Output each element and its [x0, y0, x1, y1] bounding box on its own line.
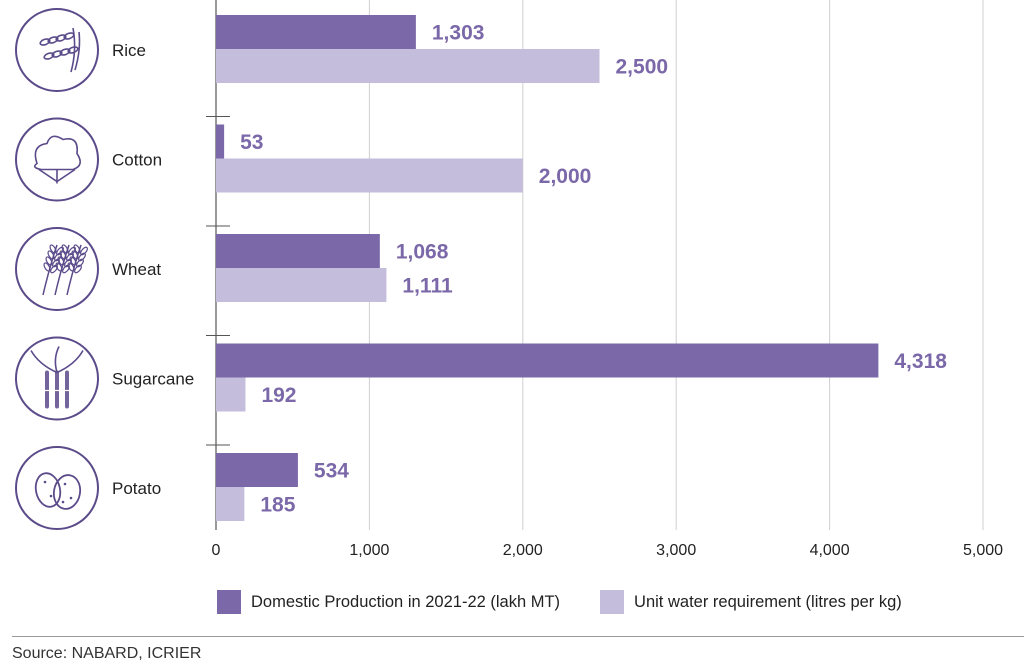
eye-shape: [63, 482, 67, 486]
grain-shape: [67, 262, 75, 272]
bar-production: [216, 453, 298, 487]
icon-circle: [15, 8, 99, 92]
x-tick-label: 5,000: [963, 542, 1003, 559]
wheat-icon: [15, 227, 99, 311]
value-label-water: 2,000: [539, 165, 592, 188]
category-label: Rice: [112, 41, 146, 60]
grain-shape: [73, 244, 81, 254]
category-label: Sugarcane: [112, 370, 194, 389]
grain-shape: [71, 250, 79, 260]
x-tick-label: 2,000: [503, 542, 543, 559]
grain-shape: [56, 246, 64, 256]
grain-shape: [69, 256, 77, 266]
grain-shape: [43, 262, 51, 272]
grain-shape: [59, 48, 71, 56]
value-label-production: 534: [314, 460, 349, 483]
value-label-water: 192: [261, 384, 296, 407]
grain-shape: [57, 256, 65, 266]
x-tick-label: 0: [212, 542, 221, 559]
grain-shape: [55, 262, 63, 272]
bar-production: [216, 234, 380, 268]
eye-shape: [69, 496, 73, 500]
category-cotton: Cotton: [15, 117, 162, 202]
potato-shape: [34, 472, 62, 508]
value-label-production: 4,318: [894, 350, 947, 373]
cotton-icon: [15, 117, 99, 202]
grain-shape: [55, 34, 67, 42]
category-potato: Potato: [15, 446, 161, 530]
bar-water: [216, 158, 523, 193]
bar-production: [216, 15, 416, 49]
grain-shape: [59, 250, 67, 260]
eye-shape: [49, 494, 53, 498]
grain-shape: [61, 244, 69, 254]
icon-circle: [15, 446, 99, 530]
bar-chart: 1,303 2,500 53 2,000 1,068 1,111 4,318 192 534 18…: [15, 0, 1004, 559]
legend-label-water: Unit water requirement (litres per kg): [634, 592, 902, 611]
leaf-shape: [30, 350, 58, 374]
stalk-shape: [70, 27, 76, 73]
eye-shape: [43, 480, 47, 484]
category-label: Wheat: [112, 260, 161, 279]
bar-production: [216, 343, 879, 378]
bar-water: [216, 487, 245, 521]
gridlines: [206, 0, 984, 530]
icon-circle: [15, 117, 99, 202]
value-label-water: 185: [260, 494, 295, 517]
potato-icon: [15, 446, 99, 530]
x-tick-label: 1,000: [349, 542, 389, 559]
value-labels: 1,303 2,500 53 2,000 1,068 1,111 4,318 192 534 18…: [240, 22, 947, 517]
category-wheat: Wheat: [15, 227, 161, 311]
legend-label-production: Domestic Production in 2021-22 (lakh MT): [251, 592, 561, 611]
category-label: Cotton: [112, 151, 162, 170]
grain-shape: [51, 50, 63, 58]
legend: Domestic Production in 2021-22 (lakh MT)…: [217, 590, 902, 614]
bar-water: [216, 268, 387, 302]
legend-swatch-water: [600, 590, 625, 614]
leaf-shape: [56, 350, 84, 374]
legend-item-production: Domestic Production in 2021-22 (lakh MT): [217, 590, 560, 614]
legend-swatch-production: [217, 590, 241, 614]
category-label: Potato: [112, 479, 161, 498]
x-tick-label: 3,000: [656, 542, 696, 559]
bar-production: [216, 124, 225, 159]
grain-shape: [39, 38, 51, 46]
value-label-water: 1,111: [402, 275, 453, 298]
value-label-water: 2,500: [616, 56, 669, 79]
bar-water: [216, 49, 600, 83]
grain-shape: [47, 36, 59, 44]
x-tick-label: 4,000: [810, 542, 850, 559]
source-note: Source: NABARD, ICRIER: [12, 645, 202, 662]
category-labels: Rice Cotton Wheat Sugarcane Potato: [15, 8, 194, 530]
category-sugarcane: Sugarcane: [15, 336, 194, 421]
grain-shape: [45, 256, 53, 266]
rice-icon: [15, 8, 99, 92]
bars: [216, 15, 879, 521]
stalk-shape: [74, 31, 81, 71]
value-label-production: 1,068: [396, 241, 449, 264]
value-label-production: 53: [240, 131, 263, 154]
grain-shape: [47, 250, 55, 260]
grain-shape: [80, 246, 88, 256]
leaf-shape: [54, 346, 60, 373]
legend-item-water: Unit water requirement (litres per kg): [600, 590, 902, 614]
grain-shape: [68, 246, 76, 256]
sugarcane-icon: [15, 336, 99, 421]
value-label-production: 1,303: [432, 22, 485, 45]
grain-shape: [43, 52, 55, 60]
grain-shape: [49, 244, 57, 254]
bar-water: [216, 377, 246, 412]
footer-divider: [12, 636, 1024, 637]
eye-shape: [61, 500, 65, 504]
category-rice: Rice: [15, 8, 146, 92]
potato-shape: [52, 474, 82, 510]
x-axis-ticks: 0 1,000 2,000 3,000 4,000 5,000: [212, 542, 1004, 559]
